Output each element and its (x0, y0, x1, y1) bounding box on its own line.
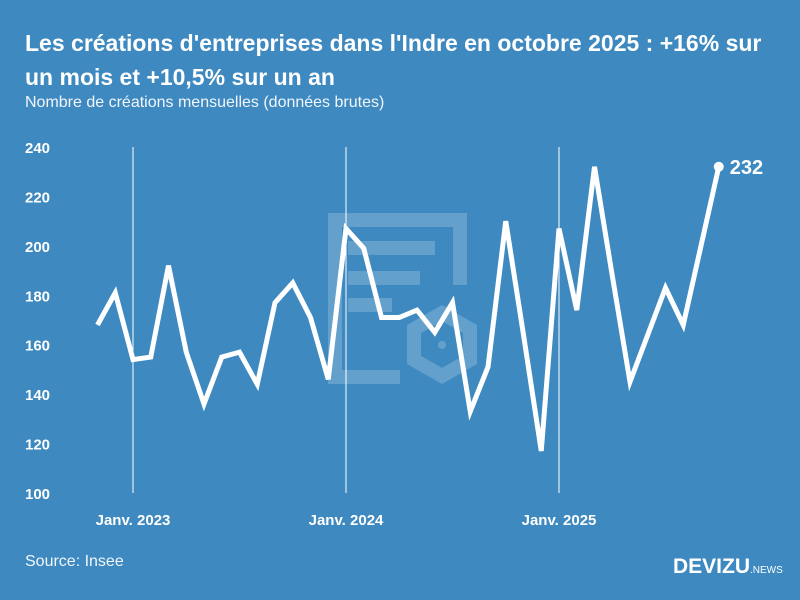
x-tick-label: Janv. 2023 (96, 512, 171, 529)
x-tick-label: Janv. 2024 (309, 512, 384, 529)
y-tick-label: 220 (25, 189, 50, 206)
chart-title: Les créations d'entreprises dans l'Indre… (25, 30, 762, 90)
last-point-marker (713, 161, 724, 172)
y-tick-label: 120 (25, 437, 50, 454)
y-tick-label: 160 (25, 338, 50, 355)
series-line (95, 166, 722, 452)
devizu-logo: DEVIZU.NEWS (673, 555, 783, 578)
x-tick-label: Janv. 2025 (522, 512, 597, 529)
y-tick-label: 100 (25, 486, 50, 503)
source-note: Source: Insee (25, 553, 124, 570)
y-tick-label: 140 (25, 387, 50, 404)
y-tick-label: 240 (25, 140, 50, 157)
y-tick-label: 180 (25, 288, 50, 305)
chart-subtitle: Nombre de créations mensuelles (données … (25, 94, 385, 111)
watermark-document-icon (328, 213, 477, 385)
y-tick-label: 200 (25, 239, 50, 256)
last-value-label: 232 (730, 157, 763, 179)
